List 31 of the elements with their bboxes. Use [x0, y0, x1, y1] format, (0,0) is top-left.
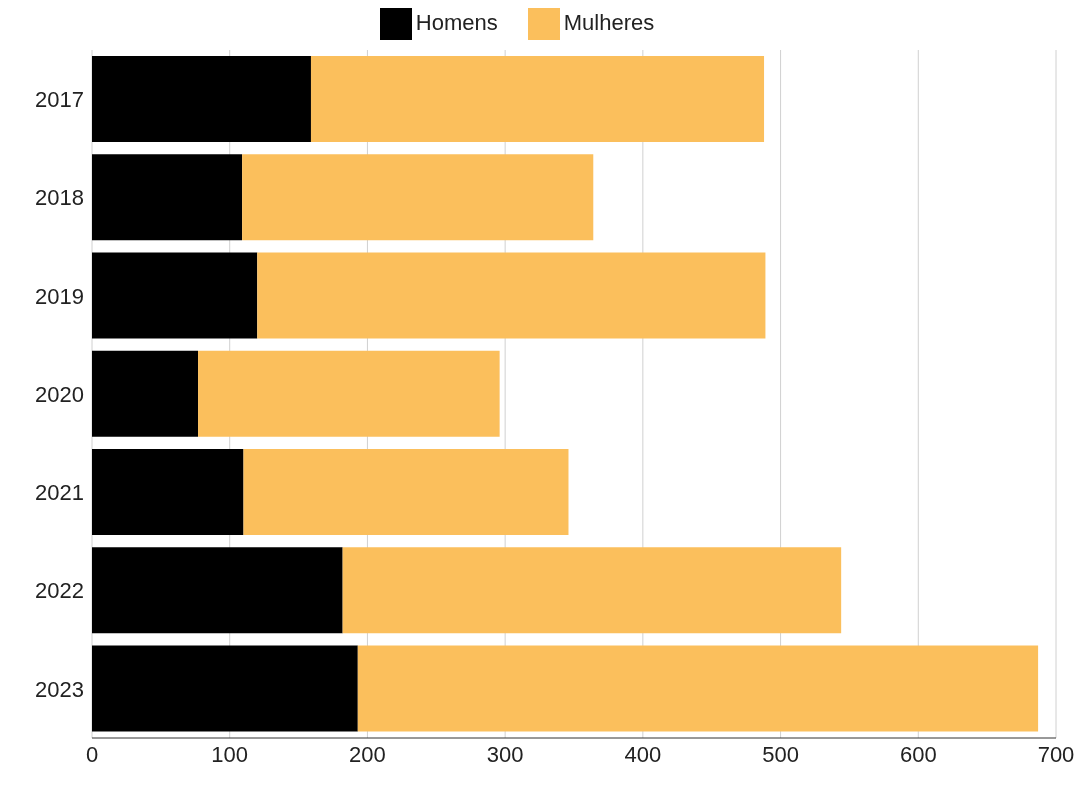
y-tick-label: 2023	[35, 676, 84, 702]
x-tick-label: 0	[85, 741, 99, 767]
y-tick-label: 2020	[35, 381, 84, 407]
bar	[357, 645, 1039, 732]
x-tick-label: 700	[1037, 741, 1075, 767]
bar	[257, 252, 766, 339]
bar	[92, 55, 311, 142]
y-tick-label: 2022	[35, 578, 84, 604]
x-tick-label: 600	[899, 741, 937, 767]
bar	[242, 154, 594, 241]
x-tick-label: 500	[762, 741, 799, 767]
bar	[310, 55, 765, 142]
y-tick-label: 2019	[35, 283, 84, 309]
x-tick-label: 300	[486, 741, 524, 767]
y-tick-label: 2018	[35, 185, 84, 211]
y-tick-label: 2017	[35, 86, 84, 112]
x-tick-label: 100	[211, 741, 249, 767]
bar	[92, 645, 358, 732]
x-tick-label: 200	[349, 741, 386, 767]
bar	[243, 449, 569, 536]
legend-label: Homens	[415, 9, 498, 35]
bar	[198, 350, 500, 437]
bar	[342, 547, 842, 634]
bar	[92, 350, 199, 437]
bar	[92, 252, 258, 339]
legend-label: Mulheres	[563, 9, 655, 35]
y-tick-label: 2021	[35, 480, 84, 506]
bar	[92, 449, 244, 536]
bar	[92, 547, 343, 634]
x-tick-label: 400	[624, 741, 662, 767]
bar	[92, 154, 243, 241]
